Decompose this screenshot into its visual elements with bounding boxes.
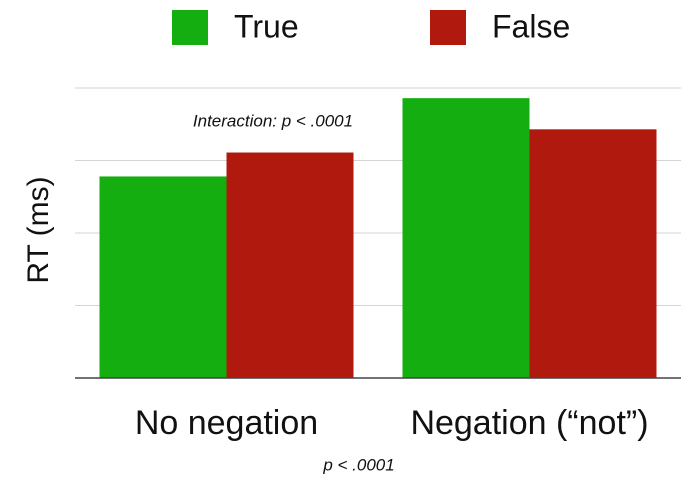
bar <box>226 152 354 378</box>
x-tick-label: Negation (“not”) <box>410 404 648 442</box>
y-axis-label: RT (ms) <box>22 176 55 283</box>
legend-label: True <box>234 8 299 44</box>
legend-swatch <box>172 10 208 45</box>
bar <box>529 129 657 378</box>
annotation: Interaction: p < .0001 <box>193 111 353 130</box>
legend-swatch <box>430 10 466 45</box>
legend-label: False <box>492 8 570 44</box>
annotation: p < .0001 <box>322 455 394 474</box>
bar <box>99 176 227 378</box>
bar <box>402 98 530 379</box>
x-tick-label: No negation <box>135 404 318 442</box>
